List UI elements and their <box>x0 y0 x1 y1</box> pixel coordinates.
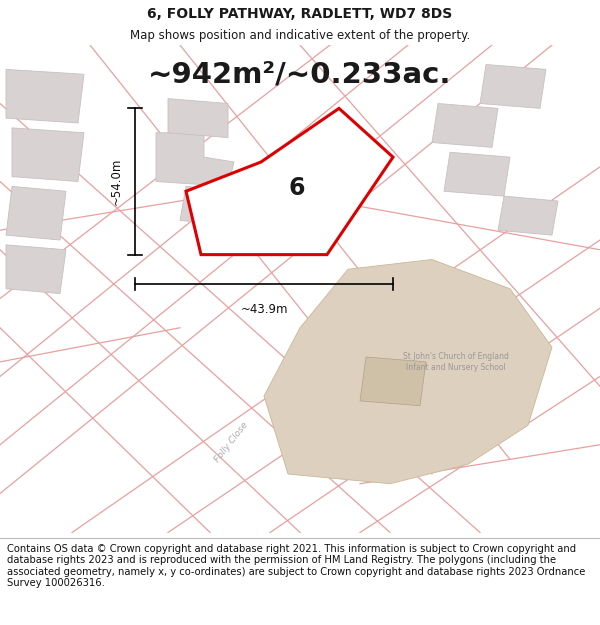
Polygon shape <box>432 104 498 148</box>
Polygon shape <box>186 108 393 254</box>
Text: ~43.9m: ~43.9m <box>240 302 288 316</box>
Polygon shape <box>156 132 234 186</box>
Polygon shape <box>498 196 558 235</box>
Polygon shape <box>6 186 66 240</box>
Polygon shape <box>12 128 84 181</box>
Polygon shape <box>360 357 426 406</box>
Polygon shape <box>6 245 66 294</box>
Text: St John's Church of England
Infant and Nursery School: St John's Church of England Infant and N… <box>403 352 509 372</box>
Polygon shape <box>264 259 552 484</box>
Polygon shape <box>6 69 84 123</box>
Text: ~942m²/~0.233ac.: ~942m²/~0.233ac. <box>148 60 452 88</box>
Polygon shape <box>444 152 510 196</box>
Text: Contains OS data © Crown copyright and database right 2021. This information is : Contains OS data © Crown copyright and d… <box>7 544 586 588</box>
Polygon shape <box>168 99 228 138</box>
Text: Folly Close: Folly Close <box>212 421 250 464</box>
Polygon shape <box>180 186 246 226</box>
Text: Map shows position and indicative extent of the property.: Map shows position and indicative extent… <box>130 29 470 42</box>
Text: 6: 6 <box>288 176 305 200</box>
Polygon shape <box>480 64 546 108</box>
Text: 6, FOLLY PATHWAY, RADLETT, WD7 8DS: 6, FOLLY PATHWAY, RADLETT, WD7 8DS <box>148 6 452 21</box>
Text: ~54.0m: ~54.0m <box>109 158 122 205</box>
